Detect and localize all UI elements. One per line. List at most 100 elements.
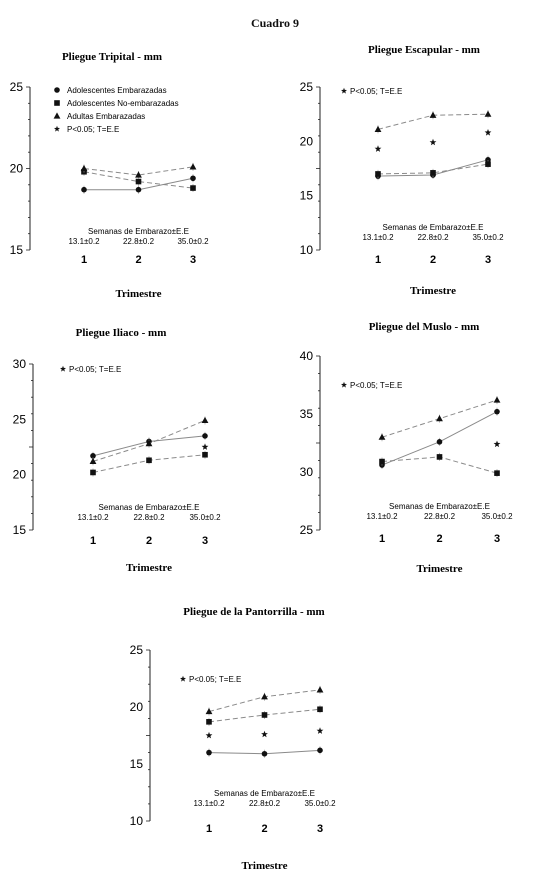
- chart-title: Pliegue Iliaco - mm: [76, 327, 167, 339]
- significance-note: P<0.05; T=E.E: [69, 365, 121, 374]
- y-tick-label: 15: [10, 243, 24, 257]
- x-tick-label: 1: [81, 254, 87, 266]
- weeks-value: 22.8±0.2: [123, 237, 155, 246]
- chart-pliegue-tripital: Pliegue Tripital - mm 15 20 25 Semanas de Em…: [10, 51, 209, 300]
- weeks-label: Semanas de Embarazo±E.E: [88, 227, 189, 236]
- weeks-value: 35.0±0.2: [189, 513, 221, 522]
- y-tick-label: 15: [13, 523, 27, 537]
- data-point: [81, 186, 87, 193]
- y-tick-label: 20: [13, 468, 27, 482]
- data-point: [90, 469, 96, 476]
- series-line: [83, 166, 194, 176]
- x-tick-label: 2: [146, 535, 152, 547]
- significance-star: [429, 138, 437, 146]
- weeks-label: Semanas de Embarazo±E.E: [99, 503, 200, 512]
- y-tick-label: 20: [300, 134, 314, 148]
- weeks-value: 22.8±0.2: [424, 512, 456, 521]
- data-point: [135, 186, 142, 193]
- legend-star-icon: [341, 381, 347, 388]
- data-point: [379, 458, 385, 465]
- significance-star: [261, 730, 268, 738]
- x-axis-title: Trimestre: [410, 285, 456, 297]
- weeks-value: 13.1±0.2: [77, 513, 109, 522]
- data-point: [135, 178, 142, 185]
- data-point: [89, 457, 97, 464]
- y-tick-label: 25: [13, 412, 27, 426]
- data-point: [135, 171, 142, 178]
- legend-label: Adolescentes Embarazadas: [67, 86, 167, 95]
- y-tick-label: 35: [300, 407, 314, 421]
- series-line: [83, 171, 194, 189]
- data-point: [494, 470, 500, 476]
- x-tick-label: 1: [206, 823, 212, 835]
- data-point: [201, 416, 209, 424]
- data-point: [378, 433, 386, 440]
- page-title: Cuadro 9: [250, 16, 300, 30]
- legend-star-icon: [180, 675, 186, 682]
- weeks-value: 35.0±0.2: [177, 237, 209, 246]
- chart-pliegue-escapular: Pliegue Escapular - mm 10 15 20 25 Semanas de…: [300, 44, 504, 297]
- data-point: [430, 170, 436, 176]
- legend-star-icon: [54, 125, 60, 132]
- data-point: [316, 686, 324, 693]
- x-tick-label: 3: [485, 254, 491, 266]
- data-point: [206, 719, 212, 725]
- weeks-label: Semanas de Embarazo±E.E: [389, 502, 490, 511]
- data-point: [206, 749, 212, 756]
- data-point: [261, 750, 268, 757]
- weeks-value: 35.0±0.2: [304, 799, 336, 808]
- y-tick-label: 25: [10, 80, 24, 94]
- chart-title: Pliegue Escapular - mm: [368, 44, 480, 56]
- data-point: [261, 712, 268, 718]
- legend-star-icon: [60, 365, 66, 372]
- data-point: [146, 457, 152, 464]
- significance-note: P<0.05; T=E.E: [350, 87, 402, 96]
- y-tick-label: 20: [10, 162, 24, 176]
- data-point: [202, 451, 208, 458]
- x-tick-label: 2: [430, 254, 436, 266]
- y-tick-label: 30: [300, 465, 314, 479]
- weeks-value: 13.1±0.2: [362, 233, 394, 242]
- y-tick-label: 10: [130, 814, 144, 828]
- y-tick-label: 15: [130, 757, 144, 771]
- data-point: [485, 157, 491, 163]
- x-tick-label: 1: [379, 533, 385, 545]
- legend-label: Adolescentes No-embarazadas: [67, 99, 179, 108]
- data-point: [374, 125, 382, 132]
- significance-star: [374, 145, 382, 152]
- weeks-value: 13.1±0.2: [193, 799, 225, 808]
- chart-pliegue-iliaco: Pliegue Iliaco - mm 15 20 25 30 Semanas de Em…: [13, 327, 221, 574]
- x-tick-label: 2: [436, 533, 442, 545]
- significance-star: [205, 731, 213, 739]
- data-point: [436, 454, 443, 460]
- significance-star: [493, 440, 501, 448]
- data-point: [436, 415, 443, 422]
- chart-title: Pliegue Tripital - mm: [62, 51, 162, 63]
- significance-star: [201, 443, 209, 450]
- legend-marker: [54, 87, 60, 93]
- weeks-label: Semanas de Embarazo±E.E: [383, 223, 484, 232]
- y-tick-label: 40: [300, 349, 314, 363]
- x-tick-label: 3: [190, 254, 196, 266]
- data-point: [493, 396, 501, 403]
- legend-label: P<0.05; T=E.E: [67, 125, 119, 134]
- series-line: [377, 163, 489, 175]
- x-tick-label: 2: [135, 254, 141, 266]
- y-tick-label: 25: [300, 80, 314, 94]
- x-tick-label: 3: [202, 535, 208, 547]
- legend-marker: [53, 112, 61, 119]
- y-tick-label: 25: [300, 523, 314, 537]
- y-tick-label: 15: [300, 189, 314, 203]
- data-point: [202, 433, 208, 439]
- y-tick-label: 20: [130, 700, 144, 714]
- data-point: [80, 164, 88, 172]
- data-point: [484, 110, 492, 117]
- data-point: [317, 706, 323, 713]
- y-tick-label: 25: [130, 643, 144, 657]
- data-point: [436, 439, 443, 445]
- series-line: [208, 708, 321, 723]
- weeks-value: 13.1±0.2: [68, 237, 100, 246]
- data-point: [90, 453, 96, 459]
- y-tick-label: 30: [13, 357, 27, 371]
- weeks-label: Semanas de Embarazo±E.E: [214, 789, 315, 798]
